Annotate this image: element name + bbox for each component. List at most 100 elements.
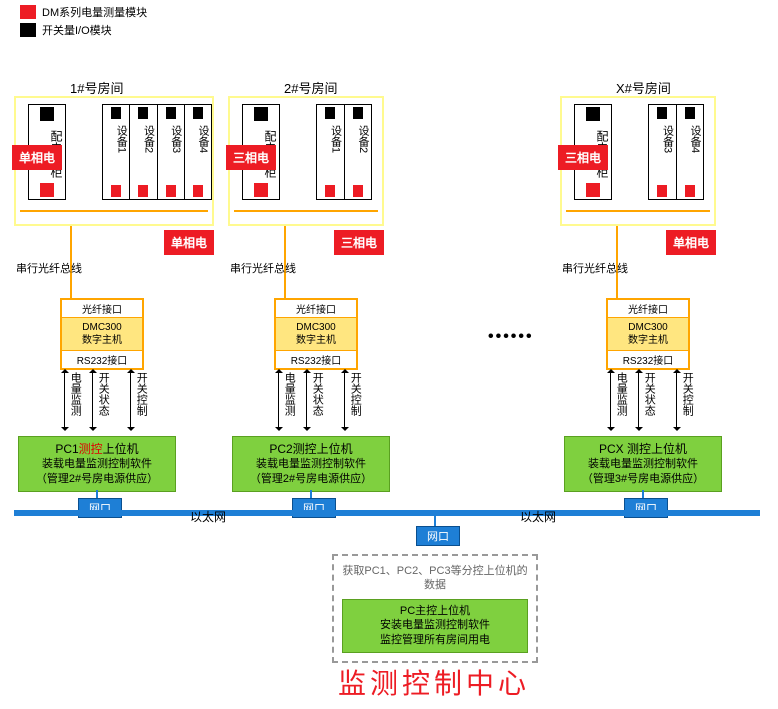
signal-label: 电量监测 xyxy=(614,372,627,416)
phase-tag: 三相电 xyxy=(558,145,608,170)
dm-module-icon xyxy=(325,185,335,197)
fiber-port: 光纤接口 xyxy=(608,300,688,318)
center-pc-l3: 监控管理所有房间用电 xyxy=(347,633,523,648)
pc-title: PCX 测控上位机 xyxy=(567,441,719,457)
signal-label: 开关控制 xyxy=(348,372,361,416)
io-module-icon xyxy=(40,107,54,121)
pc-box: PCX 测控上位机装载电量监测控制软件（管理3#号房电源供应） xyxy=(564,436,722,492)
center-pc: PC主控上位机 安装电量监测控制软件 监控管理所有房间用电 xyxy=(342,599,528,654)
io-module-icon xyxy=(193,107,203,119)
dmc-box: 光纤接口DMC300数字主机RS232接口 xyxy=(60,298,144,370)
device-label: 设备4 xyxy=(677,125,704,153)
device-label: 设备2 xyxy=(345,125,372,153)
dmc-main: DMC300数字主机 xyxy=(276,318,356,350)
signal-label: 开关状态 xyxy=(96,372,109,416)
room-title: X#号房间 xyxy=(616,78,671,97)
device-label: 设备4 xyxy=(185,125,211,153)
fiber-label: 串行光纤总线 xyxy=(16,260,82,276)
io-module-icon xyxy=(325,107,335,119)
dm-module-icon xyxy=(40,183,54,197)
signal-label: 电量监测 xyxy=(282,372,295,416)
signal-label: 开关状态 xyxy=(642,372,655,416)
ethernet-label-2: 以太网 xyxy=(520,508,556,525)
dm-module-icon xyxy=(657,185,667,197)
signal-arrow xyxy=(610,370,611,430)
dm-module-icon xyxy=(685,185,695,197)
ellipsis-dots: •••••• xyxy=(488,328,534,346)
center-title: 监测控制中心 xyxy=(338,662,530,702)
dm-module-icon xyxy=(166,185,176,197)
dmc-box: 光纤接口DMC300数字主机RS232接口 xyxy=(274,298,358,370)
io-module-icon xyxy=(111,107,121,119)
pc-box: PC1测控上位机装载电量监测控制软件（管理2#号房电源供应） xyxy=(18,436,176,492)
fiber-label: 串行光纤总线 xyxy=(562,260,628,276)
io-module-icon xyxy=(166,107,176,119)
dmc-main: DMC300数字主机 xyxy=(608,318,688,350)
signal-arrow xyxy=(344,370,345,430)
device: 设备2 xyxy=(345,105,372,199)
device-label: 设备1 xyxy=(317,125,344,153)
devices-panel: 设备1设备2设备3设备4 xyxy=(102,104,212,200)
device: 设备1 xyxy=(317,105,345,199)
devices-panel: 设备3设备4 xyxy=(648,104,704,200)
bus-line xyxy=(20,210,208,212)
signal-label: 电量监测 xyxy=(68,372,81,416)
io-module-icon xyxy=(586,107,600,121)
pc-title: PC1测控上位机 xyxy=(21,441,173,457)
device-label: 设备3 xyxy=(649,125,676,153)
legend-io: 开关量I/O模块 xyxy=(20,22,147,38)
device: 设备3 xyxy=(649,105,677,199)
device: 设备3 xyxy=(158,105,185,199)
pc-l2: 装载电量监测控制软件 xyxy=(21,457,173,472)
signal-arrow xyxy=(306,370,307,430)
center-net-port: 网口 xyxy=(416,526,460,546)
signal-arrow xyxy=(130,370,131,430)
signal-arrow xyxy=(278,370,279,430)
phase-tag: 单相电 xyxy=(164,230,214,255)
pc-l2: 装载电量监测控制软件 xyxy=(567,457,719,472)
pc-box: PC2测控上位机装载电量监测控制软件（管理2#号房电源供应） xyxy=(232,436,390,492)
pc-title: PC2测控上位机 xyxy=(235,441,387,457)
room-title: 1#号房间 xyxy=(70,78,123,97)
legend-dm-swatch xyxy=(20,5,36,19)
phase-tag: 单相电 xyxy=(12,145,62,170)
signal-arrow xyxy=(92,370,93,430)
io-module-icon xyxy=(657,107,667,119)
signal-label: 开关控制 xyxy=(134,372,147,416)
center-pc-title: PC主控上位机 xyxy=(347,604,523,619)
dmc-main: DMC300数字主机 xyxy=(62,318,142,350)
fiber-port: 光纤接口 xyxy=(276,300,356,318)
dm-module-icon xyxy=(586,183,600,197)
io-module-icon xyxy=(353,107,363,119)
center-note: 获取PC1、PC2、PC3等分控上位机的数据 xyxy=(342,564,528,593)
legend-dm: DM系列电量测量模块 xyxy=(20,4,147,20)
signal-arrow xyxy=(64,370,65,430)
signal-label: 开关状态 xyxy=(310,372,323,416)
device: 设备2 xyxy=(130,105,157,199)
pc-l3: （管理2#号房电源供应） xyxy=(21,472,173,487)
device: 设备4 xyxy=(185,105,211,199)
signal-arrow xyxy=(676,370,677,430)
device-label: 设备2 xyxy=(130,125,156,153)
center-pc-l2: 安装电量监测控制软件 xyxy=(347,618,523,633)
dm-module-icon xyxy=(111,185,121,197)
signal-label: 开关控制 xyxy=(680,372,693,416)
device-label: 设备3 xyxy=(158,125,184,153)
dm-module-icon xyxy=(138,185,148,197)
bus-line xyxy=(234,210,378,212)
legend-dm-label: DM系列电量测量模块 xyxy=(42,4,147,20)
legend-io-swatch xyxy=(20,23,36,37)
dm-module-icon xyxy=(193,185,203,197)
device: 设备1 xyxy=(103,105,130,199)
io-module-icon xyxy=(685,107,695,119)
dm-module-icon xyxy=(353,185,363,197)
legend: DM系列电量测量模块 开关量I/O模块 xyxy=(20,4,147,40)
pc-l3: （管理3#号房电源供应） xyxy=(567,472,719,487)
pc-l2: 装载电量监测控制软件 xyxy=(235,457,387,472)
ethernet-line xyxy=(14,510,760,516)
io-module-icon xyxy=(138,107,148,119)
io-module-icon xyxy=(254,107,268,121)
phase-tag: 三相电 xyxy=(334,230,384,255)
control-center-box: 获取PC1、PC2、PC3等分控上位机的数据 PC主控上位机 安装电量监测控制软… xyxy=(332,554,538,663)
bus-line xyxy=(566,210,710,212)
